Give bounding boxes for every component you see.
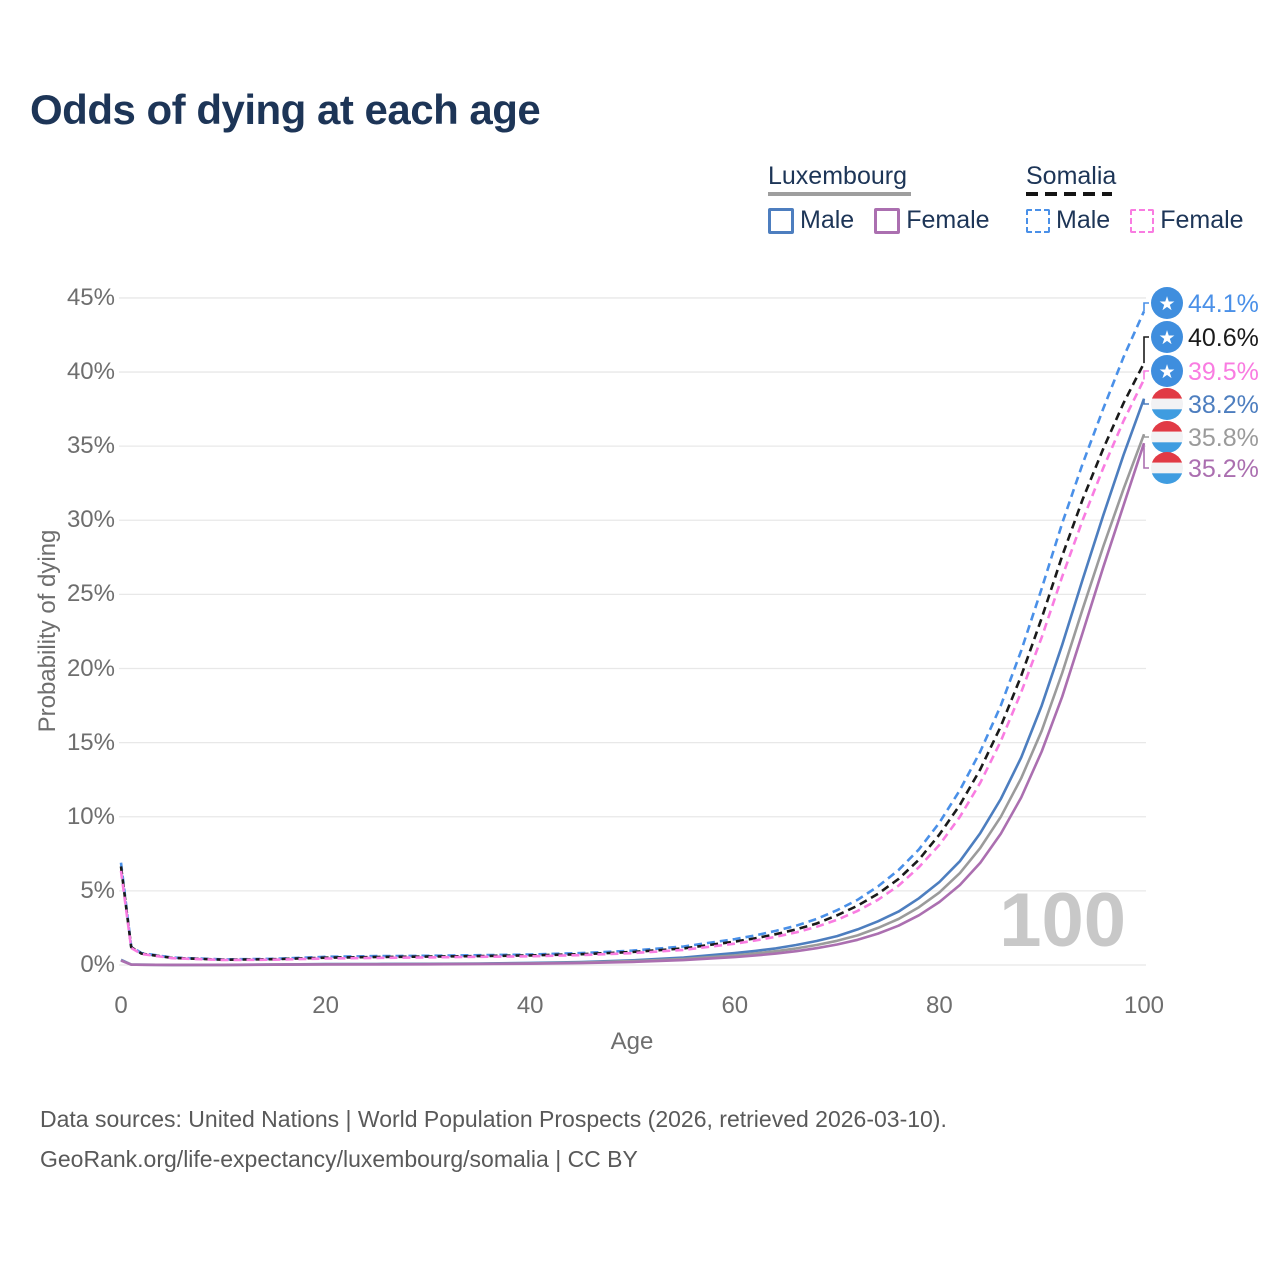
- somalia-flag-icon: ★: [1151, 287, 1183, 319]
- star-icon: ★: [1158, 293, 1175, 315]
- y-axis-title: Probability of dying: [34, 529, 61, 733]
- end-value-somalia-both-sexes: 40.6%: [1188, 324, 1259, 352]
- footer-data-sources: Data sources: United Nations | World Pop…: [40, 1106, 947, 1132]
- flag-circle: [1151, 287, 1183, 319]
- star-icon: ★: [1158, 327, 1175, 349]
- flag-band-blue: [1151, 442, 1183, 453]
- end-value-somalia-female: 39.5%: [1188, 358, 1259, 386]
- legend-group-luxembourg: Luxembourg Male Female: [768, 162, 990, 235]
- flag-band-white: [1151, 462, 1183, 474]
- legend-linestyle-sample-solid: [768, 192, 911, 196]
- somalia-flag-icon: ★: [1151, 321, 1183, 353]
- series-lines: [119, 310, 1146, 967]
- page-title: Odds of dying at each age: [30, 86, 541, 133]
- legend-items-row: Male Female: [1026, 206, 1244, 235]
- y-tick-20%: 20%: [66, 654, 115, 682]
- legend-items-row: Male Female: [768, 206, 990, 235]
- end-value-somalia-male: 44.1%: [1188, 290, 1259, 318]
- y-tick-30%: 30%: [66, 506, 115, 534]
- legend-item-label: Female: [1160, 206, 1244, 234]
- label-connector: [1143, 443, 1149, 469]
- flag-band-white: [1151, 431, 1183, 443]
- line-luxembourg-female: [120, 442, 1146, 967]
- line-somalia-both-sexes: [119, 362, 1146, 961]
- y-tick-5%: 5%: [80, 876, 115, 904]
- flag-band-red: [1151, 388, 1183, 399]
- plot-hover-area[interactable]: [119, 290, 1146, 970]
- hover-age-watermark: 100: [999, 878, 1126, 963]
- x-tick-60: 60: [721, 992, 749, 1019]
- y-tick-0%: 0%: [80, 951, 115, 978]
- luxembourg-flag-icon: [1151, 421, 1183, 453]
- line-somalia-female: [119, 378, 1146, 962]
- x-tick-40: 40: [516, 992, 544, 1019]
- legend-item-label: Male: [800, 206, 855, 234]
- flag-circle: [1151, 321, 1183, 353]
- y-tick-10%: 10%: [66, 802, 115, 830]
- y-tick-45%: 45%: [66, 283, 115, 311]
- end-value-luxembourg-male: 38.2%: [1188, 391, 1259, 419]
- label-connector: [1143, 434, 1149, 438]
- legend-swatch-solid-icon: [874, 207, 901, 234]
- flag-circle: [1151, 355, 1183, 387]
- legend-swatch-dashed-icon: [1026, 208, 1050, 233]
- x-tick-80: 80: [926, 992, 953, 1019]
- legend-item-somalia-female[interactable]: Female: [1130, 206, 1244, 235]
- end-labels: ★ 44.1% ★ 40.6% ★ 39.5% 38.2% 35.8% 35.2%: [1143, 287, 1259, 484]
- legend-item-somalia-male[interactable]: Male: [1026, 206, 1110, 235]
- luxembourg-flag-icon: [1151, 388, 1183, 420]
- label-connector: [1143, 302, 1149, 312]
- legend-swatch-dashed-icon: [1130, 208, 1155, 233]
- x-axis-title: Age: [610, 1028, 654, 1055]
- x-tick-0: 0: [114, 992, 128, 1019]
- gridlines: [119, 297, 1146, 966]
- end-value-luxembourg-female: 35.2%: [1188, 455, 1259, 483]
- y-tick-40%: 40%: [66, 358, 115, 386]
- legend-group-somalia: Somalia Male Female: [1026, 162, 1244, 235]
- label-connector: [1143, 336, 1149, 364]
- flag-band-blue: [1151, 409, 1183, 420]
- legend-country-label: Luxembourg: [768, 162, 907, 190]
- legend-swatch-solid-icon: [768, 207, 794, 234]
- x-tick-20: 20: [312, 992, 339, 1019]
- flag-band-red: [1151, 452, 1183, 463]
- end-value-luxembourg-both-sexes: 35.8%: [1188, 424, 1259, 452]
- legend-item-luxembourg-female[interactable]: Female: [874, 206, 990, 235]
- flag-band-blue: [1151, 473, 1183, 484]
- footer-attribution: GeoRank.org/life-expectancy/luxembourg/s…: [40, 1146, 638, 1172]
- star-icon: ★: [1158, 361, 1175, 383]
- legend-linestyle-sample-dashed: [1026, 192, 1112, 196]
- x-tick-100: 100: [1123, 992, 1165, 1019]
- luxembourg-flag-icon: [1151, 452, 1183, 484]
- legend-item-label: Female: [906, 206, 990, 234]
- y-tick-25%: 25%: [66, 580, 115, 608]
- label-connector: [1143, 370, 1149, 380]
- flag-band-white: [1151, 398, 1183, 410]
- legend-item-luxembourg-male[interactable]: Male: [768, 206, 854, 235]
- legend-country-label: Somalia: [1026, 162, 1117, 190]
- legend-item-label: Male: [1056, 206, 1111, 234]
- somalia-flag-icon: ★: [1151, 355, 1183, 387]
- y-tick-15%: 15%: [66, 728, 115, 756]
- y-tick-35%: 35%: [66, 432, 115, 460]
- flag-band-red: [1151, 421, 1183, 432]
- label-connector: [1143, 398, 1149, 405]
